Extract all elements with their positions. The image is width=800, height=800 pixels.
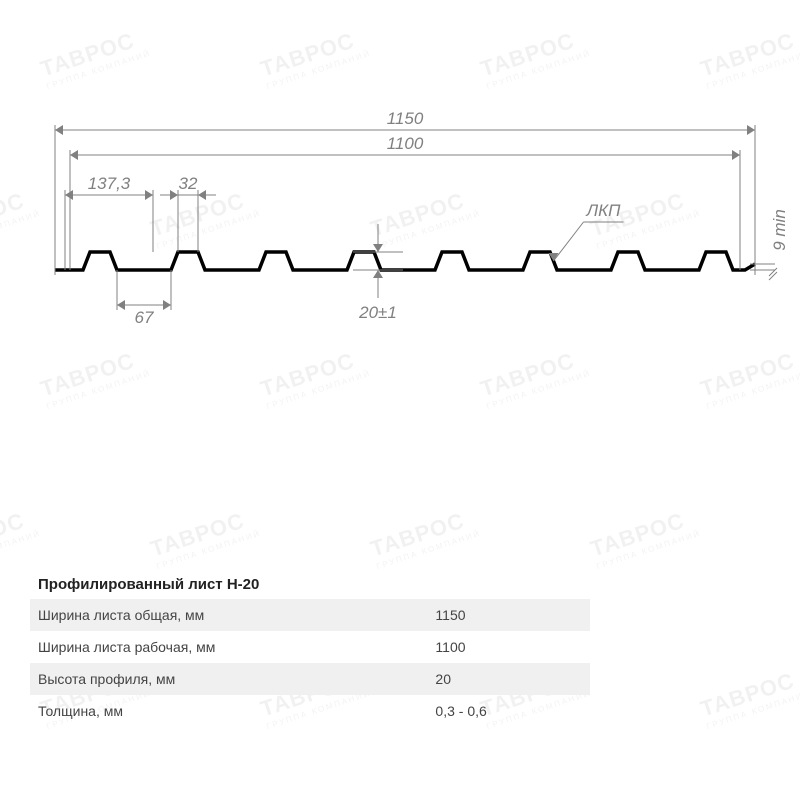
spec-label: Ширина листа общая, мм (30, 599, 355, 631)
spec-table-container: Профилированный лист Н-20 Ширина листа о… (30, 570, 770, 727)
table-row: Ширина листа общая, мм1150 (30, 599, 590, 631)
watermark: ТАВРОСГРУППА КОМПАНИЙ (697, 24, 800, 91)
svg-text:9 min: 9 min (770, 209, 789, 251)
svg-text:1150: 1150 (387, 109, 424, 128)
spec-label: Ширина листа рабочая, мм (30, 631, 355, 663)
table-row: Высота профиля, мм20 (30, 663, 590, 695)
watermark: ТАВРОСГРУППА КОМПАНИЙ (587, 504, 702, 571)
watermark: ТАВРОСГРУППА КОМПАНИЙ (367, 504, 482, 571)
spec-table: Ширина листа общая, мм1150Ширина листа р… (30, 599, 590, 727)
watermark: ТАВРОСГРУППА КОМПАНИЙ (257, 24, 372, 91)
watermark: ТАВРОСГРУППА КОМПАНИЙ (37, 344, 152, 411)
watermark: ТАВРОСГРУППА КОМПАНИЙ (0, 504, 42, 571)
spec-value: 1100 (355, 631, 590, 663)
svg-text:67: 67 (135, 308, 154, 327)
svg-text:20±1: 20±1 (358, 303, 397, 322)
spec-table-title: Профилированный лист Н-20 (30, 570, 770, 599)
svg-text:1100: 1100 (387, 134, 424, 153)
table-row: Ширина листа рабочая, мм1100 (30, 631, 590, 663)
svg-text:32: 32 (179, 174, 198, 193)
watermark: ТАВРОСГРУППА КОМПАНИЙ (477, 24, 592, 91)
watermark: ТАВРОСГРУППА КОМПАНИЙ (147, 504, 262, 571)
spec-value: 1150 (355, 599, 590, 631)
spec-label: Высота профиля, мм (30, 663, 355, 695)
spec-value: 20 (355, 663, 590, 695)
svg-text:137,3: 137,3 (88, 174, 131, 193)
watermark: ТАВРОСГРУППА КОМПАНИЙ (37, 24, 152, 91)
spec-label: Толщина, мм (30, 695, 355, 727)
table-row: Толщина, мм0,3 - 0,6 (30, 695, 590, 727)
profile-diagram: 1150 1100 137,3 32 67 20±1 ЛКП 9 min (0, 100, 800, 330)
svg-text:ЛКП: ЛКП (586, 201, 622, 220)
watermark: ТАВРОСГРУППА КОМПАНИЙ (257, 344, 372, 411)
watermark: ТАВРОСГРУППА КОМПАНИЙ (697, 344, 800, 411)
watermark: ТАВРОСГРУППА КОМПАНИЙ (477, 344, 592, 411)
spec-value: 0,3 - 0,6 (355, 695, 590, 727)
